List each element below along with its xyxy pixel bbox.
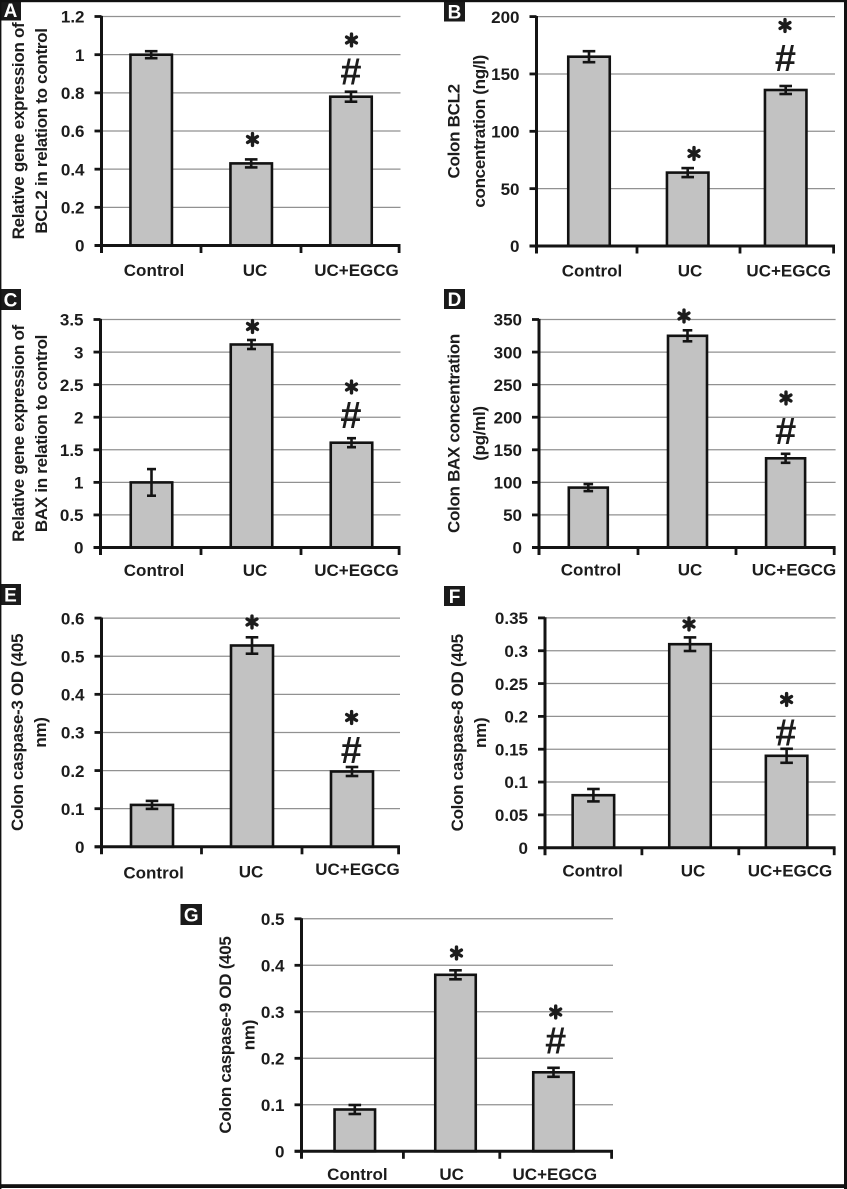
svg-text:2: 2 bbox=[74, 408, 83, 427]
svg-text:UC: UC bbox=[678, 561, 703, 580]
svg-text:#: # bbox=[775, 411, 796, 453]
svg-text:Control: Control bbox=[562, 262, 622, 281]
svg-text:150: 150 bbox=[491, 65, 519, 84]
svg-text:UC: UC bbox=[243, 261, 268, 280]
svg-text:Control: Control bbox=[561, 561, 621, 580]
svg-text:0.5: 0.5 bbox=[261, 910, 285, 929]
svg-text:0.6: 0.6 bbox=[61, 609, 85, 628]
svg-text:0.05: 0.05 bbox=[495, 806, 528, 825]
svg-text:UC+EGCG: UC+EGCG bbox=[314, 561, 399, 580]
svg-text:0.25: 0.25 bbox=[495, 675, 528, 694]
svg-text:Colon BCL2: Colon BCL2 bbox=[445, 84, 464, 178]
svg-text:0.35: 0.35 bbox=[495, 609, 528, 628]
svg-text:Control: Control bbox=[123, 864, 183, 883]
svg-text:0.4: 0.4 bbox=[261, 957, 285, 976]
svg-text:#: # bbox=[775, 38, 796, 80]
svg-text:B: B bbox=[448, 2, 462, 23]
svg-text:nm): nm) bbox=[31, 717, 50, 747]
svg-text:concentration (ng/l): concentration (ng/l) bbox=[470, 55, 489, 208]
svg-text:0: 0 bbox=[519, 839, 528, 858]
svg-text:0.1: 0.1 bbox=[61, 800, 85, 819]
svg-text:#: # bbox=[341, 730, 362, 772]
svg-text:0.5: 0.5 bbox=[61, 647, 85, 666]
svg-text:C: C bbox=[4, 290, 18, 311]
svg-text:0: 0 bbox=[75, 838, 84, 857]
svg-text:0.2: 0.2 bbox=[504, 708, 528, 727]
svg-text:F: F bbox=[449, 587, 461, 608]
svg-text:0.1: 0.1 bbox=[504, 773, 528, 792]
svg-text:UC: UC bbox=[239, 863, 264, 882]
svg-text:100: 100 bbox=[494, 474, 522, 493]
svg-text:Relative gene expression of: Relative gene expression of bbox=[9, 324, 28, 541]
svg-text:0.6: 0.6 bbox=[61, 122, 85, 141]
svg-text:3.5: 3.5 bbox=[60, 311, 84, 330]
svg-text:150: 150 bbox=[494, 441, 522, 460]
svg-text:UC: UC bbox=[681, 862, 706, 881]
svg-text:0: 0 bbox=[75, 237, 84, 256]
svg-text:0: 0 bbox=[275, 1143, 284, 1162]
svg-text:0.1: 0.1 bbox=[261, 1096, 285, 1115]
svg-text:300: 300 bbox=[494, 343, 522, 362]
svg-text:(pg/ml): (pg/ml) bbox=[470, 406, 489, 461]
svg-text:UC+EGCG: UC+EGCG bbox=[748, 862, 833, 881]
svg-text:#: # bbox=[340, 395, 361, 437]
svg-text:UC+EGCG: UC+EGCG bbox=[752, 561, 837, 580]
svg-text:#: # bbox=[340, 51, 361, 93]
svg-text:0: 0 bbox=[74, 539, 83, 558]
svg-text:0.4: 0.4 bbox=[61, 686, 85, 705]
svg-text:0: 0 bbox=[510, 237, 519, 256]
svg-text:0.3: 0.3 bbox=[61, 724, 85, 743]
svg-text:E: E bbox=[4, 585, 17, 606]
svg-text:0.5: 0.5 bbox=[60, 506, 84, 525]
svg-text:0.8: 0.8 bbox=[61, 84, 85, 103]
svg-text:Colon BAX concentration: Colon BAX concentration bbox=[445, 334, 464, 533]
svg-text:200: 200 bbox=[491, 8, 519, 27]
svg-text:0.2: 0.2 bbox=[61, 199, 85, 218]
svg-text:0.3: 0.3 bbox=[261, 1003, 285, 1022]
svg-text:#: # bbox=[545, 1021, 566, 1063]
svg-text:0.15: 0.15 bbox=[495, 740, 528, 759]
svg-text:BCL2 in relation to control: BCL2 in relation to control bbox=[32, 28, 51, 233]
svg-text:0.4: 0.4 bbox=[61, 160, 85, 179]
svg-text:#: # bbox=[775, 713, 796, 755]
svg-text:50: 50 bbox=[501, 180, 520, 199]
svg-text:50: 50 bbox=[503, 506, 522, 525]
svg-text:1.5: 1.5 bbox=[60, 441, 84, 460]
svg-text:A: A bbox=[4, 1, 18, 22]
svg-text:UC: UC bbox=[243, 561, 268, 580]
svg-text:100: 100 bbox=[491, 123, 519, 142]
svg-text:UC+EGCG: UC+EGCG bbox=[746, 262, 831, 281]
svg-text:BAX in relation to control: BAX in relation to control bbox=[32, 335, 51, 532]
svg-text:UC: UC bbox=[439, 1165, 464, 1184]
svg-text:350: 350 bbox=[494, 311, 522, 330]
svg-text:0.2: 0.2 bbox=[61, 762, 85, 781]
svg-text:200: 200 bbox=[494, 408, 522, 427]
svg-text:nm): nm) bbox=[471, 718, 490, 748]
svg-text:250: 250 bbox=[494, 376, 522, 395]
svg-text:Control: Control bbox=[327, 1165, 387, 1184]
svg-text:0: 0 bbox=[513, 539, 522, 558]
svg-text:1: 1 bbox=[75, 46, 84, 65]
svg-text:Colon caspase-3 OD (405: Colon caspase-3 OD (405 bbox=[8, 634, 27, 831]
svg-text:UC: UC bbox=[678, 262, 703, 281]
svg-text:1.2: 1.2 bbox=[61, 8, 85, 27]
svg-text:nm): nm) bbox=[240, 1020, 259, 1050]
svg-text:UC+EGCG: UC+EGCG bbox=[315, 860, 400, 879]
svg-text:Colon caspase-8 OD (405: Colon caspase-8 OD (405 bbox=[448, 634, 467, 831]
svg-text:D: D bbox=[448, 290, 462, 311]
svg-text:G: G bbox=[184, 905, 199, 926]
svg-text:2.5: 2.5 bbox=[60, 376, 84, 395]
svg-text:UC+EGCG: UC+EGCG bbox=[314, 261, 399, 280]
svg-text:Control: Control bbox=[562, 862, 622, 881]
svg-text:Colon caspase-9 OD (405: Colon caspase-9 OD (405 bbox=[216, 936, 235, 1133]
svg-text:Control: Control bbox=[124, 561, 184, 580]
svg-text:3: 3 bbox=[74, 343, 83, 362]
svg-text:1: 1 bbox=[74, 474, 83, 493]
svg-text:Control: Control bbox=[124, 261, 184, 280]
svg-text:0.3: 0.3 bbox=[504, 642, 528, 661]
svg-text:UC+EGCG: UC+EGCG bbox=[513, 1165, 598, 1184]
svg-text:0.2: 0.2 bbox=[261, 1050, 285, 1069]
svg-text:Relative gene expression of: Relative gene expression of bbox=[9, 22, 28, 239]
